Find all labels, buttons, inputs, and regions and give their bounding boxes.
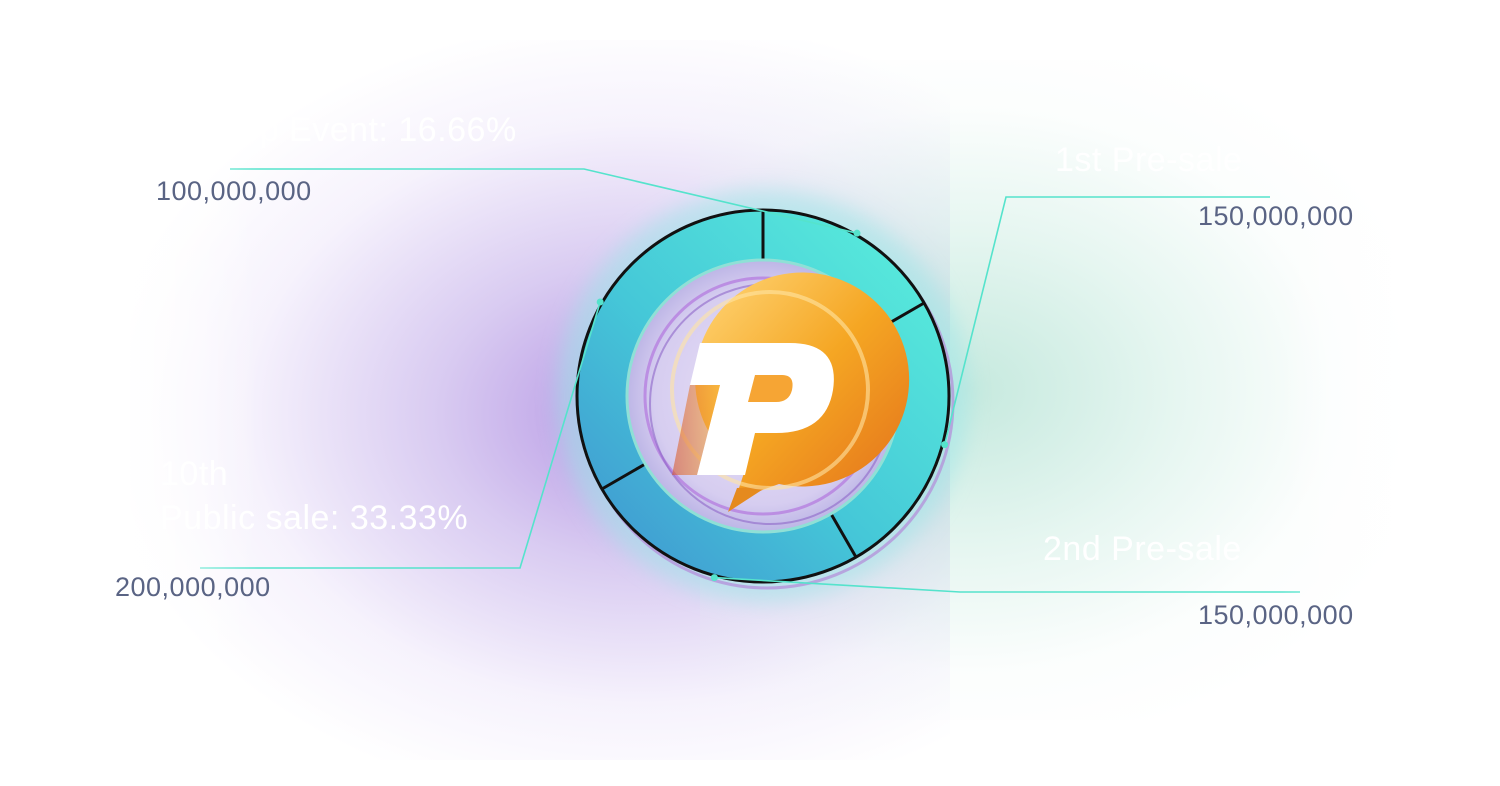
label-1st-presale: 1st Pre-sale (1055, 141, 1243, 179)
leader-dot-10th-public-sale-33-33 (596, 298, 604, 306)
leader-dot-2nd-pre-sale (710, 574, 718, 582)
leader-dot-airdrop-event-16-66 (853, 229, 861, 237)
value-public-sale: 200,000,000 (115, 572, 271, 602)
right-fade (1280, 0, 1500, 786)
leader-line-2nd-pre-sale (714, 576, 1300, 593)
leader-line-10th-public-sale-33-33 (200, 301, 601, 569)
leader-line-airdrop-event-16-66 (230, 168, 858, 234)
value-2nd-presale: 150,000,000 (1198, 600, 1354, 630)
value-1st-presale: 150,000,000 (1198, 201, 1354, 231)
slice-divider-2nd-pre-sale (829, 513, 858, 558)
p-coin-logo-icon (670, 272, 910, 512)
slice-divider-10th-public-sale-33-33 (601, 462, 646, 491)
leader-layer (200, 168, 1300, 593)
left-fade (0, 0, 260, 786)
label-airdrop-event: Airdrop Event: 16.66% (166, 111, 517, 149)
value-airdrop-event: 100,000,000 (156, 176, 312, 206)
leader-line-1st-pre-sale (943, 196, 1270, 445)
label-2nd-presale: 2nd Pre-sale (1043, 530, 1242, 568)
label-public-sale: 10th Public sale: 33.33% (160, 455, 469, 537)
leader-dot-1st-pre-sale (941, 441, 949, 449)
